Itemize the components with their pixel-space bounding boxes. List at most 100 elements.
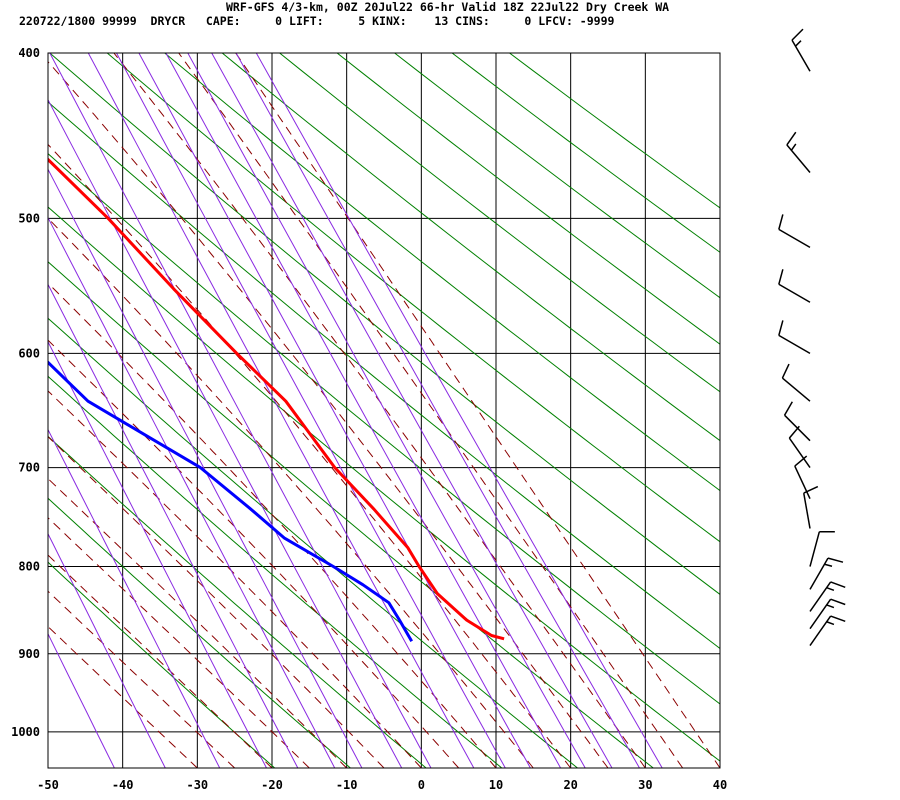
wind-barb-staff — [803, 492, 811, 529]
x-tick-label: 40 — [713, 778, 727, 792]
x-tick-label: 10 — [489, 778, 503, 792]
dry-adiabat — [451, 53, 720, 253]
moist-adiabat — [48, 477, 348, 768]
x-axis-tick-labels: -50 -40 -30 -20 -10 0 10 20 30 40 — [37, 778, 727, 792]
wind-barb-staff — [778, 283, 811, 303]
dry-adiabat — [48, 561, 276, 768]
wind-barb-half-flag — [824, 563, 833, 567]
y-tick-label: 700 — [18, 461, 40, 475]
moist-adiabat — [48, 339, 460, 768]
mixing-ratio-line — [255, 53, 663, 768]
mixing-ratio-line — [165, 53, 562, 768]
wind-barb — [794, 455, 811, 500]
wind-barb-flag — [803, 485, 819, 494]
wind-barb-flag — [778, 320, 784, 336]
wind-barb-flag — [778, 214, 784, 230]
wind-barb-staff — [809, 531, 821, 567]
wind-barb — [803, 485, 819, 529]
wind-barb-staff — [781, 377, 811, 402]
dry-adiabat — [278, 53, 720, 393]
dry-adiabat — [48, 375, 503, 768]
wind-barb-staff — [788, 437, 811, 469]
wind-barb-flag — [788, 425, 800, 439]
wind-barb — [778, 269, 811, 303]
wind-barb — [781, 363, 811, 402]
mixing-ratio-line — [48, 216, 336, 768]
x-tick-label: -30 — [186, 778, 208, 792]
wind-barb-staff — [809, 557, 829, 590]
mixing-ratio-line — [211, 53, 613, 768]
dry-adiabat — [49, 53, 720, 596]
x-tick-label: -20 — [261, 778, 283, 792]
chart-subtitle-indices: 220722/1800 99999 DRYCR CAPE: 0 LIFT: 5 … — [19, 14, 615, 28]
x-tick-label: -50 — [37, 778, 59, 792]
mixing-ratio-line — [187, 53, 586, 768]
wind-barb-flag — [783, 401, 793, 416]
wind-barb-half-flag — [790, 143, 797, 151]
y-tick-label: 400 — [18, 46, 40, 60]
mixing-ratio-line — [116, 53, 506, 768]
moist-adiabat — [178, 53, 684, 768]
moist-adiabat — [48, 282, 497, 768]
dewpoint-profile-line — [48, 360, 414, 643]
mixing-ratio-line — [87, 53, 475, 768]
mixing-ratio-line — [48, 632, 115, 768]
y-tick-label: 900 — [18, 647, 40, 661]
chart-title: WRF-GFS 4/3-km, 00Z 20Jul22 66-hr Valid … — [226, 0, 670, 14]
wind-barb-staff — [791, 39, 811, 72]
mixing-ratio-line — [138, 53, 531, 768]
dry-adiabat — [48, 435, 427, 768]
temperature-profile-line — [48, 157, 505, 641]
wind-barb-staff — [809, 615, 832, 646]
wind-barb-staff — [809, 598, 832, 630]
y-tick-label: 500 — [18, 211, 40, 225]
y-tick-label: 600 — [18, 346, 40, 360]
dry-adiabat — [48, 206, 720, 762]
moist-adiabat — [48, 60, 609, 768]
plot-frame — [47, 52, 721, 769]
mixing-ratio-line — [49, 53, 432, 768]
wind-barb — [809, 581, 846, 612]
dry-adiabat — [221, 53, 720, 442]
mixing-ratio-line — [48, 428, 221, 768]
isotherm-lines — [48, 53, 720, 768]
dry-adiabat — [48, 153, 720, 705]
moist-adiabat-lines — [48, 53, 720, 768]
wind-barb — [783, 401, 811, 442]
moist-adiabat — [48, 554, 273, 768]
moist-adiabat — [48, 436, 385, 768]
moist-adiabat — [235, 53, 720, 768]
mixing-ratio-line — [48, 98, 403, 768]
dry-adiabat — [163, 53, 720, 492]
mixing-ratio-line — [48, 168, 363, 768]
x-tick-label: -40 — [112, 778, 134, 792]
wind-barb — [791, 28, 811, 72]
dry-adiabat — [106, 53, 720, 543]
wind-barb-flag — [827, 557, 844, 563]
wind-barb-flag — [786, 131, 797, 146]
dry-adiabat — [48, 497, 351, 768]
x-tick-label: 20 — [563, 778, 577, 792]
wind-barb-half-flag — [794, 40, 802, 47]
wind-barb — [788, 425, 811, 469]
wind-barb-flag — [830, 598, 846, 606]
dry-adiabat — [336, 53, 720, 345]
moist-adiabat — [48, 143, 572, 768]
x-tick-label: 30 — [638, 778, 652, 792]
mixing-ratio-lines — [48, 53, 663, 768]
wind-barb — [778, 320, 811, 355]
mixing-ratio-line — [235, 53, 640, 768]
mixing-ratio-line — [48, 283, 299, 768]
sounding-profiles — [48, 157, 505, 643]
wind-barb — [809, 531, 835, 567]
wind-barb — [809, 615, 846, 646]
wind-barb-staff — [794, 465, 811, 500]
wind-barb — [778, 214, 811, 249]
wind-barb-half-flag — [826, 621, 835, 626]
dry-adiabat — [48, 317, 578, 768]
dry-adiabat — [48, 261, 654, 768]
wind-barb-flag — [778, 269, 784, 285]
dry-adiabat — [508, 53, 720, 209]
moist-adiabat — [48, 390, 422, 768]
